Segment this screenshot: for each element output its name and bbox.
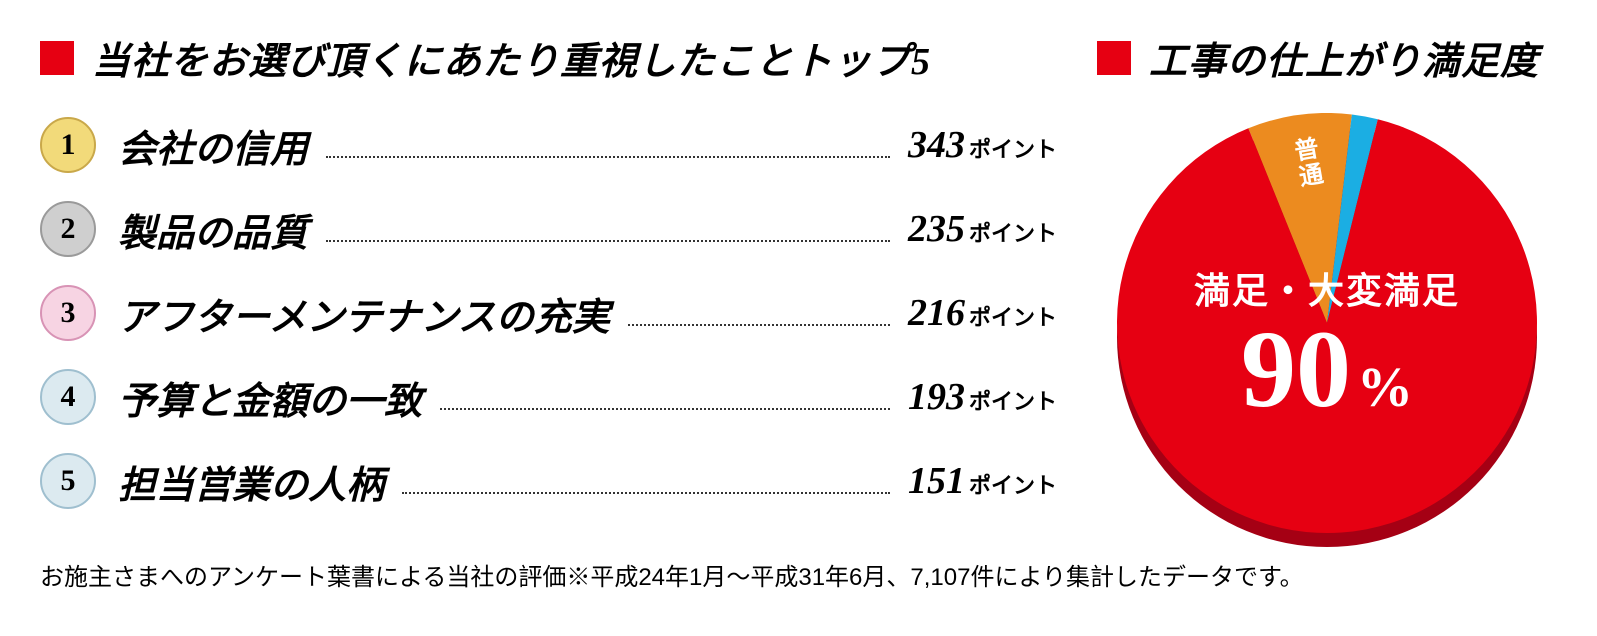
right-title: 工事の仕上がり満足度 [1149, 30, 1539, 85]
rank-value-wrap: 216ポイント [908, 291, 1057, 335]
rank-item: 5 担当営業の人柄 151ポイント [40, 449, 1057, 513]
rank-value-wrap: 151ポイント [908, 459, 1057, 503]
ranking-list: 1会社の信用343ポイント2製品の品質235ポイント3アフターメンテナンスの充実… [40, 113, 1057, 513]
footnote: お施主さまへのアンケート葉書による当社の評価※平成24年1月～平成31年6月、7… [40, 557, 1557, 592]
rank-leader-dots [326, 240, 890, 242]
rank-value: 216 [908, 292, 965, 334]
rank-item: 1 会社の信用 343ポイント [40, 113, 1057, 177]
rank-value-wrap: 235ポイント [908, 207, 1057, 251]
rank-label: 予算と金額の一致 [118, 370, 422, 425]
rank-label: 担当営業の人柄 [118, 454, 384, 509]
rank-item: 2 製品の品質 235ポイント [40, 197, 1057, 261]
rank-leader-dots [628, 324, 890, 326]
rank-value: 235 [908, 208, 965, 250]
rank-unit: ポイント [969, 221, 1057, 246]
rank-unit: ポイント [969, 389, 1057, 414]
rank-badge: 2 [40, 201, 96, 257]
rank-badge: 1 [40, 117, 96, 173]
rank-value-wrap: 193ポイント [908, 375, 1057, 419]
rank-unit: ポイント [969, 305, 1057, 330]
rank-unit: ポイント [969, 473, 1057, 498]
rank-leader-dots [440, 408, 890, 410]
rank-label: 製品の品質 [118, 202, 308, 257]
rank-item: 3 アフターメンテナンスの充実 216ポイント [40, 281, 1057, 345]
rank-badge: 3 [40, 285, 96, 341]
rank-item: 4 予算と金額の一致 193ポイント [40, 365, 1057, 429]
rank-unit: ポイント [969, 137, 1057, 162]
rank-label: 会社の信用 [118, 118, 308, 173]
rank-leader-dots [402, 492, 890, 494]
rank-badge: 4 [40, 369, 96, 425]
pie-chart-container: 普通 満足・大変満足 90 % [1117, 113, 1537, 533]
rank-label: アフターメンテナンスの充実 [118, 286, 610, 341]
rank-value: 193 [908, 376, 965, 418]
square-marker-icon [1097, 41, 1131, 75]
rank-value: 343 [908, 124, 965, 166]
rank-leader-dots [326, 156, 890, 158]
rank-value: 151 [908, 460, 965, 502]
left-title-row: 当社をお選び頂くにあたり重視したことトップ5 [40, 30, 1057, 85]
pie-chart [1117, 113, 1537, 533]
rank-badge: 5 [40, 453, 96, 509]
right-title-row: 工事の仕上がり満足度 [1097, 30, 1557, 85]
left-title: 当社をお選び頂くにあたり重視したことトップ5 [92, 30, 931, 85]
rank-value-wrap: 343ポイント [908, 123, 1057, 167]
square-marker-icon [40, 41, 74, 75]
